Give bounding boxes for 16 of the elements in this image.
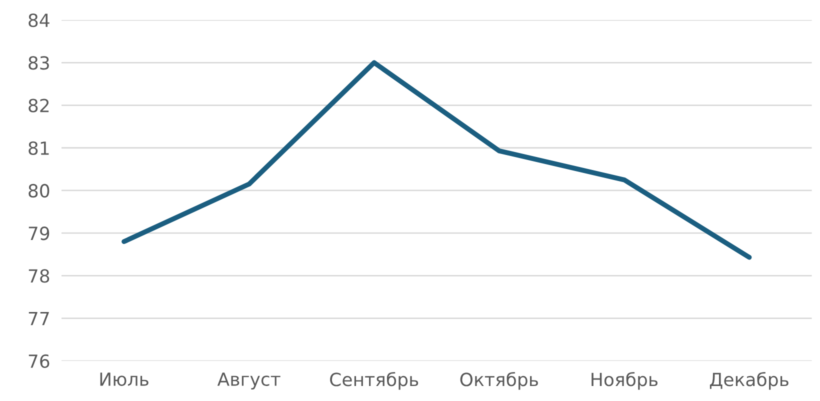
y-tick-label: 77 (28, 312, 49, 326)
y-tick-label: 79 (28, 226, 50, 240)
y-tick-label: 82 (28, 98, 49, 112)
line-series (122, 60, 752, 260)
x-tick-label: Сентябрь (330, 372, 418, 390)
y-tick-label: 81 (28, 141, 49, 155)
x-tick-label: Август (217, 372, 280, 390)
y-tick-label: 83 (28, 56, 49, 70)
x-tick-label: Июль (100, 372, 148, 386)
y-tick-label: 78 (28, 269, 50, 283)
y-tick-label: 84 (28, 14, 50, 28)
x-tick-label: Октябрь (460, 372, 538, 390)
y-tick-label: 76 (28, 354, 50, 368)
x-tick-label: Ноябрь (592, 372, 658, 390)
x-tick-label: Декабрь (710, 372, 788, 390)
y-tick-label: 80 (28, 184, 50, 198)
